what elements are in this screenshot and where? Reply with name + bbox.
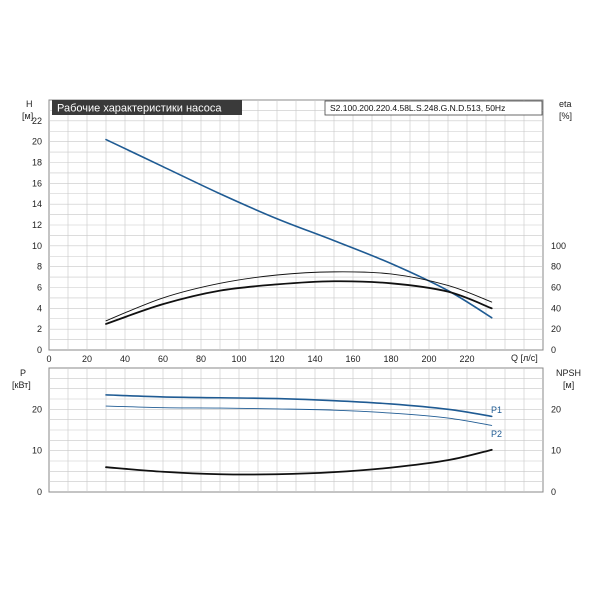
top-tick-labels: 0 20 40 60 80 100 120 140 160 180 200 2200246810121… bbox=[32, 116, 566, 364]
y-left-label-line1: H bbox=[26, 99, 33, 109]
npsh-tick-label: 20 bbox=[551, 404, 561, 414]
bottom-series-line-2 bbox=[105, 448, 493, 476]
npsh-tick-label: 0 bbox=[551, 487, 556, 497]
y-right-label-line2: [%] bbox=[559, 111, 572, 121]
y-right-tick-label: 0 bbox=[551, 345, 556, 355]
x-tick-label: 80 bbox=[196, 354, 206, 364]
y-left-tick-label: 2 bbox=[37, 324, 42, 334]
npsh-tick-label: 10 bbox=[551, 446, 561, 456]
y-left-tick-label: 22 bbox=[32, 116, 42, 126]
y-left-tick-label: 14 bbox=[32, 199, 42, 209]
npsh-axis-label-line1: NPSH bbox=[556, 368, 581, 378]
y-right-tick-label: 100 bbox=[551, 241, 566, 251]
y-left-label-line2: [м] bbox=[22, 111, 33, 121]
x-tick-label: 160 bbox=[345, 354, 360, 364]
bottom-tick-labels: 0 10 20 0 10 20 bbox=[32, 404, 561, 497]
y-left-tick-label: 8 bbox=[37, 262, 42, 272]
x-tick-label: 40 bbox=[120, 354, 130, 364]
p-tick-label: 0 bbox=[37, 487, 42, 497]
bottom-series-line-1 bbox=[105, 405, 493, 426]
p-axis-label-line1: P bbox=[20, 368, 26, 378]
bottom-series-line-0 bbox=[105, 394, 493, 418]
top-grid bbox=[49, 100, 543, 350]
y-left-tick-label: 18 bbox=[32, 158, 42, 168]
y-right-tick-label: 60 bbox=[551, 283, 561, 293]
y-left-tick-label: 10 bbox=[32, 241, 42, 251]
model-box bbox=[324, 100, 543, 116]
top-series-line-0 bbox=[105, 138, 493, 319]
x-axis-label: Q [л/с] bbox=[511, 353, 538, 363]
p-tick-label: 10 bbox=[32, 446, 42, 456]
top-series-line-2 bbox=[105, 280, 493, 325]
x-tick-label: 20 bbox=[82, 354, 92, 364]
y-left-tick-label: 16 bbox=[32, 178, 42, 188]
y-right-label-line1: eta bbox=[559, 99, 572, 109]
p-tick-label: 20 bbox=[32, 404, 42, 414]
bottom-series-group bbox=[105, 394, 493, 476]
y-right-tick-label: 80 bbox=[551, 262, 561, 272]
y-right-tick-label: 20 bbox=[551, 324, 561, 334]
y-right-tick-label: 40 bbox=[551, 303, 561, 313]
x-tick-label: 60 bbox=[158, 354, 168, 364]
x-tick-label: 120 bbox=[269, 354, 284, 364]
x-tick-label: 0 bbox=[46, 354, 51, 364]
x-tick-label: 200 bbox=[421, 354, 436, 364]
bottom-grid bbox=[49, 368, 543, 492]
y-left-tick-label: 6 bbox=[37, 283, 42, 293]
model-label: S2.100.200.220.4.58L.S.248.G.N.D.513, 50… bbox=[330, 103, 505, 113]
top-series-group bbox=[105, 138, 493, 325]
top-series-line-1 bbox=[105, 271, 493, 322]
y-left-tick-label: 20 bbox=[32, 137, 42, 147]
x-tick-label: 100 bbox=[231, 354, 246, 364]
x-tick-label: 220 bbox=[459, 354, 474, 364]
x-tick-label: 180 bbox=[383, 354, 398, 364]
series-label-p2: P2 bbox=[491, 429, 502, 439]
y-left-tick-label: 12 bbox=[32, 220, 42, 230]
npsh-axis-label-line2: [м] bbox=[563, 380, 574, 390]
title-box bbox=[52, 100, 242, 115]
chart-title: Рабочие характеристики насоса bbox=[57, 103, 222, 115]
x-tick-label: 140 bbox=[307, 354, 322, 364]
y-left-tick-label: 4 bbox=[37, 303, 42, 313]
y-left-tick-label: 0 bbox=[37, 345, 42, 355]
series-label-p1: P1 bbox=[491, 405, 502, 415]
p-axis-label-line2: [кВт] bbox=[12, 380, 31, 390]
